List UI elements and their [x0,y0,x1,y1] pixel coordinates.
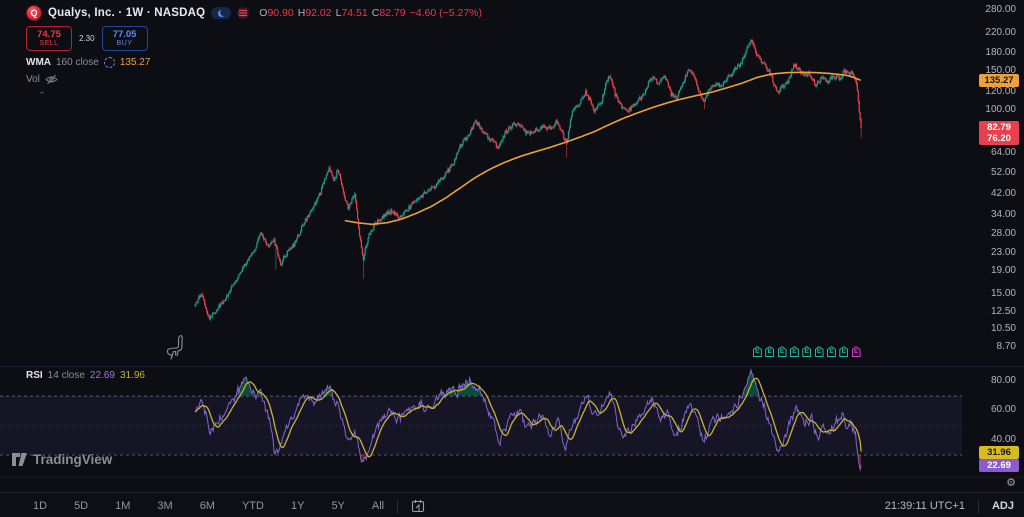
collapse-legend-chevron[interactable]: ⌃ [38,90,46,98]
price-tick-label: 10.50 [990,322,1016,334]
earnings-icon[interactable]: E [826,346,836,357]
earnings-icon[interactable]: E [814,346,824,357]
rsi-tick-label: 80.00 [990,375,1016,386]
price-tick-label: 23.00 [990,246,1016,258]
wma-indicator-name: WMA [26,57,51,68]
range-button-1d[interactable]: 1D [33,499,48,512]
toolbar-divider [397,498,399,513]
rsi-indicator-params: 14 close [47,370,85,381]
range-button-5y[interactable]: 5Y [331,499,345,512]
price-tick-label: 150.00 [985,64,1016,76]
loading-spinner-icon [103,57,115,68]
wma-indicator-params: 160 close [56,57,99,68]
symbol-title[interactable]: Qualys, Inc. · 1W · NASDAQ [48,7,206,19]
price-tick-label: 120.00 [985,86,1016,98]
rsi-legend: RSI 14 close 22.69 31.96 [26,370,145,381]
price-tick-label: 220.00 [985,27,1016,39]
earnings-icon[interactable]: E [765,346,775,357]
rsi-ma-value: 31.96 [119,370,145,381]
rsi-tick-label: 60.00 [990,404,1016,416]
price-tick-label: 180.00 [985,46,1016,58]
price-tick-label: 12.50 [990,305,1016,317]
bottom-toolbar: 1D 5D 1M 3M 6M YTD 1Y 5Y All 21:39:11 UTC+1 ADJ [0,492,1024,517]
axis-settings-gear-icon[interactable]: ⚙ [1006,477,1016,489]
crescent-icon [218,10,225,17]
range-button-ytd[interactable]: YTD [241,499,264,512]
tradingview-logo-icon [12,453,27,466]
upcoming-earnings-icon[interactable]: E [851,346,861,357]
range-button-all[interactable]: All [371,499,385,512]
price-tick-label: 15.00 [990,288,1016,300]
price-tick-label: 19.00 [990,265,1016,277]
tradingview-watermark[interactable]: TradingView [12,452,112,467]
range-button-1y[interactable]: 1Y [290,499,305,512]
rsi-ma-badge: 31.96 [979,446,1019,459]
price-tick-label: 8.70 [996,341,1016,353]
date-range-switcher: 1D 5D 1M 3M 6M YTD 1Y 5Y All [0,500,384,512]
price-tick-label: 42.00 [990,188,1016,200]
session-clock[interactable]: 21:39:11 UTC+1 [884,499,965,512]
earnings-icon[interactable]: E [777,346,787,357]
symbol-legend: Q Qualys, Inc. · 1W · NASDAQ O90.90 H92.… [26,5,482,100]
time-axis[interactable]: 2013201420152016201720182019202020212022… [0,477,1024,493]
price-tick-label: 64.00 [990,147,1016,159]
volume-indicator-name: Vol [26,74,40,85]
earnings-icon[interactable]: E [839,346,849,357]
price-chart-canvas[interactable] [0,0,1024,477]
symbol-logo-icon: Q [26,5,42,21]
buy-button[interactable]: 77.05 BUY [101,26,148,51]
earnings-icon[interactable]: E [752,346,762,357]
price-tick-label: 34.00 [990,208,1016,220]
market-closed-moon-icon[interactable] [211,7,232,19]
change-readout: −4.60 (−5.27%) [409,7,482,19]
rsi-indicator-name: RSI [26,370,43,381]
price-tick-label: 280.00 [985,4,1016,16]
eye-off-icon[interactable] [45,74,58,85]
range-button-5d[interactable]: 5D [74,499,89,512]
earnings-icon[interactable]: E [789,346,799,357]
toolbar-divider [977,498,979,513]
spread-value: 2.30 [79,34,95,43]
range-button-6m[interactable]: 6M [199,499,215,512]
go-to-date-icon[interactable] [411,499,425,513]
ohlc-readout: O90.90 H92.02 L74.51 C82.79 −4.60 (−5.27… [259,7,482,19]
rsi-value-badge: 22.69 [979,459,1019,472]
wma-value: 135.27 [119,57,151,68]
close-price-badge: 82.79 [979,121,1019,134]
sell-button[interactable]: 74.75 SELL [26,26,72,51]
rsi-tick-label: 40.00 [990,433,1016,445]
news-lines-icon[interactable] [237,7,250,19]
range-button-1m[interactable]: 1M [115,499,131,512]
adjusted-data-toggle[interactable]: ADJ [991,499,1014,512]
dinosaur-doodle [166,334,183,360]
toolbar-right: 21:39:11 UTC+1 ADJ [884,498,1024,513]
wma-price-badge: 135.27 [979,74,1019,87]
price-tick-label: 28.00 [990,227,1016,239]
rsi-value: 22.69 [89,370,115,381]
last-price-badge: 76.20 [979,132,1019,145]
price-tick-label: 52.00 [990,167,1016,179]
range-button-3m[interactable]: 3M [157,499,173,512]
price-tick-label: 100.00 [985,104,1016,116]
earnings-icon[interactable]: E [802,346,812,357]
